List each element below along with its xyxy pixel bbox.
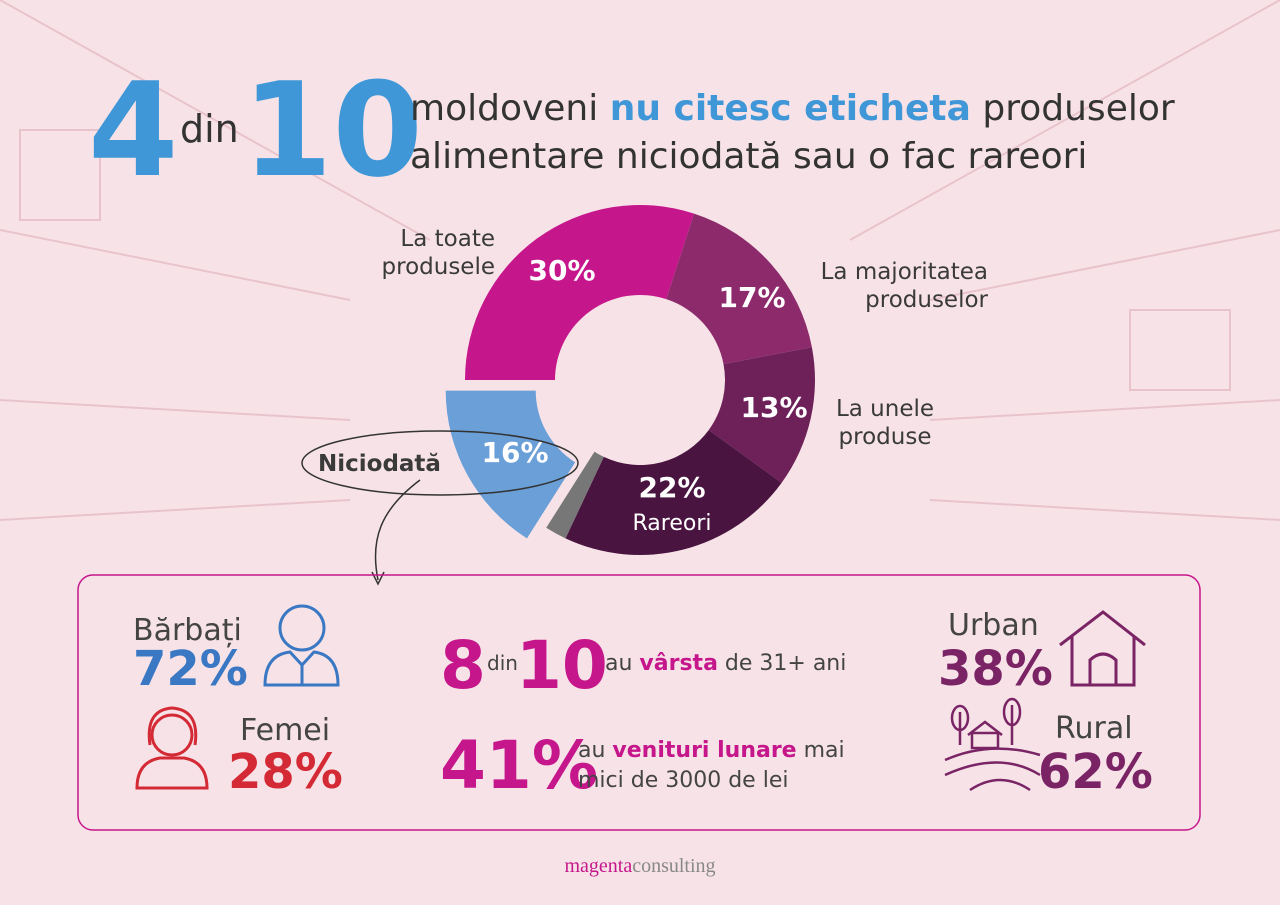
text: moldoveni <box>410 88 610 129</box>
arrow-head <box>371 571 385 586</box>
urban-value: 38% <box>938 641 1053 697</box>
text: au <box>605 651 639 676</box>
donut-segment <box>708 347 815 483</box>
category-label: Niciodată <box>318 451 441 477</box>
text: au <box>578 738 612 763</box>
value-label: 16% <box>481 436 548 469</box>
highlight: vârsta <box>639 651 718 676</box>
headline-din: din <box>180 107 239 151</box>
value-label: 17% <box>718 281 785 314</box>
category-label: La majoritatea produselor <box>820 259 988 313</box>
income-text: mici de 3000 de lei <box>578 768 788 793</box>
logo-part: magenta <box>564 855 632 877</box>
man-icon <box>263 604 340 687</box>
category-label: La unele produse <box>835 396 935 450</box>
rural-value: 62% <box>1038 744 1153 800</box>
headline-text: moldoveni nu citesc eticheta produselor <box>410 88 1175 129</box>
woman-icon <box>135 706 209 790</box>
value-label: 30% <box>528 254 595 287</box>
panel <box>77 574 1201 831</box>
highlight: venituri lunare <box>612 738 796 763</box>
callout-ellipse <box>301 430 579 496</box>
urban-label: Urban <box>948 608 1039 643</box>
age-number: 8 <box>440 627 486 704</box>
women-label: Femei <box>240 713 330 748</box>
men-value: 72% <box>133 641 248 697</box>
callout-arrow <box>374 479 421 581</box>
farm-icon <box>944 697 1041 792</box>
category-label: Rareori <box>633 511 712 536</box>
text: mai <box>797 738 845 763</box>
value-label: 22% <box>638 471 705 504</box>
text: produselor <box>971 88 1175 129</box>
house-icon <box>1059 610 1146 687</box>
headline-number: 10 <box>242 54 423 206</box>
women-value: 28% <box>228 744 343 800</box>
category-label: La toate produsele <box>381 226 495 280</box>
age-number: 10 <box>516 627 608 704</box>
headline-number: 4 <box>88 54 178 206</box>
men-label: Bărbați <box>133 613 242 648</box>
background-sketch <box>0 0 1280 521</box>
income-text: au venituri lunare mai <box>578 738 845 763</box>
logo-part: consulting <box>632 855 715 877</box>
age-stat: 8 din 10 <box>440 627 608 704</box>
age-din: din <box>487 651 518 675</box>
donut-segment <box>546 451 604 539</box>
age-text: au vârsta de 31+ ani <box>605 651 846 676</box>
rural-label: Rural <box>1055 711 1133 746</box>
donut: 30% 17% 13% 22% 16% Rareori <box>445 204 815 555</box>
value-label: 13% <box>740 391 807 424</box>
highlight: nu citesc eticheta <box>610 88 971 129</box>
donut-segment <box>445 390 576 539</box>
text: de 31+ ani <box>718 651 846 676</box>
headline-text: alimentare niciodată sau o fac rareori <box>410 136 1087 177</box>
donut-segment <box>465 204 695 380</box>
donut-segment <box>666 213 812 365</box>
headline: 4 din 10 <box>88 54 423 206</box>
footer-logo: magentaconsulting <box>564 855 715 877</box>
donut-segment <box>565 429 782 555</box>
income-value: 41% <box>440 727 598 804</box>
